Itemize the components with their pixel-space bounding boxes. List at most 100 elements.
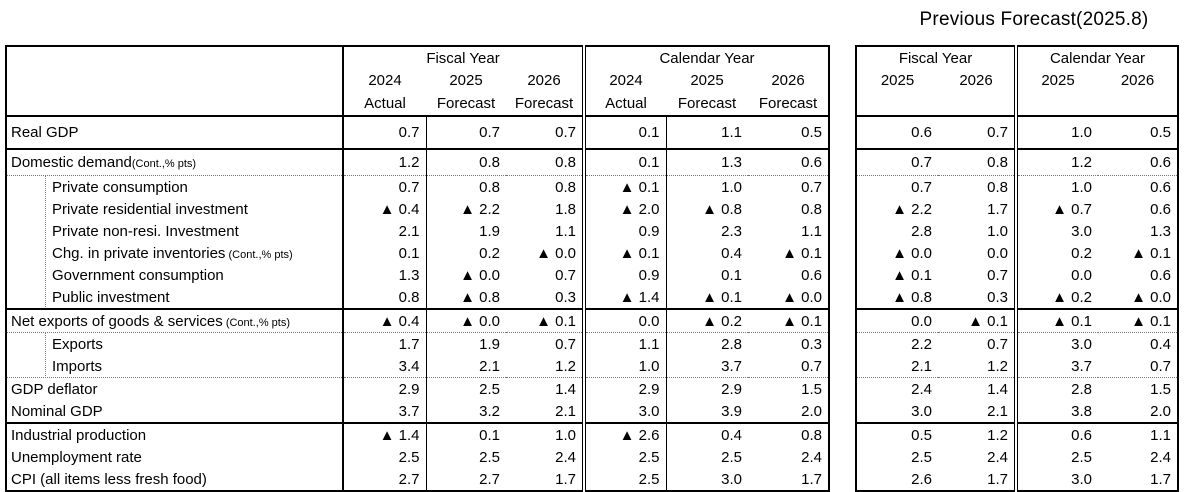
cy-value-cell: 0.0	[582, 309, 666, 333]
table-row: Private consumption 0.7 0.8 0.8 ▲ 0.1 1.0 0.7	[6, 175, 829, 198]
table-row: 2.2 0.7 3.0 0.4	[856, 332, 1178, 355]
tables-container: Fiscal Year Calendar Year 2024 2025 2026…	[5, 45, 1179, 492]
prev-cy-value-cell: 3.7	[1014, 355, 1098, 378]
row-label: GDP deflator	[6, 377, 344, 400]
cy-value-cell: 3.9	[665, 400, 748, 424]
cy-value-cell: 0.1	[665, 264, 748, 286]
row-label: Nominal GDP	[6, 400, 344, 424]
table-row: 2.5 2.4 2.5 2.4	[856, 446, 1178, 468]
prev-fy-value-cell: ▲ 0.0	[892, 244, 932, 262]
fy-value-cell: 1.7	[555, 470, 576, 488]
fy-year-header: 2025	[449, 71, 483, 89]
row-label-text: Government consumption	[52, 266, 224, 284]
prev-fy-value-cell: 2.4	[987, 448, 1008, 466]
row-label-text: Private residential investment	[52, 200, 248, 218]
fy-value-cell: 0.7	[343, 116, 426, 150]
prev-fy-value-cell: 0.7	[911, 178, 932, 196]
table-row: CPI (all items less fresh food) 2.7 2.7 1.7…	[6, 468, 829, 491]
prev-fy-value-cell: 2.6	[911, 470, 932, 488]
row-label-text: Real GDP	[11, 124, 79, 141]
table-row: ▲ 0.0 0.0 0.2 ▲ 0.1	[856, 242, 1178, 264]
table-row: Real GDP 0.7 0.7 0.7 0.1 1.1 0.5	[6, 116, 829, 150]
cy-value-cell: ▲ 0.2	[665, 309, 748, 333]
row-label-header	[6, 46, 344, 117]
cy-value-cell: 3.0	[582, 400, 666, 424]
prev-fy-value-cell: 1.7	[987, 470, 1008, 488]
prev-cy-value-cell: 0.4	[1150, 335, 1171, 353]
fy-year-header: 2024	[368, 71, 402, 89]
prev-fy-value-cell: 2.1	[938, 400, 1016, 424]
prev-cy-value-cell: ▲ 0.7	[1014, 198, 1098, 220]
prev-cy-year-header: 2026	[1120, 71, 1155, 89]
prev-cy-value-cell: 1.3	[1150, 222, 1171, 240]
prev-cy-value-cell: ▲ 0.0	[1098, 286, 1178, 310]
table-row: 2.4 1.4 2.8 1.5	[856, 377, 1178, 400]
prev-cy-value-cell: 0.6	[1014, 423, 1098, 446]
fy-value-cell: 2.7	[425, 468, 506, 491]
fy-kind-header: Forecast	[426, 91, 506, 117]
prev-fy-value-cell: 0.5	[911, 426, 932, 444]
prev-cy-value-cell: 1.2	[1014, 149, 1098, 176]
fy-value-cell: 0.8	[506, 149, 584, 176]
row-label: Real GDP	[6, 116, 344, 150]
prev-cy-value-cell: 3.0	[1014, 468, 1098, 491]
prev-fiscal-year-group-header: Fiscal Year	[898, 49, 973, 67]
previous-forecast-table: Fiscal Year Calendar Year 2025 2026 2025…	[855, 45, 1179, 492]
cy-value-cell: 0.9	[582, 220, 666, 242]
fy-value-cell: 2.7	[398, 470, 420, 488]
fy-value-cell: 0.7	[555, 266, 576, 284]
table-row: 0.5 1.2 0.6 1.1	[856, 423, 1178, 446]
row-label: Imports	[6, 355, 344, 378]
fy-value-cell: 2.5	[398, 448, 420, 466]
cy-value-cell: 0.9	[582, 264, 666, 286]
cy-value-cell: 0.4	[665, 423, 748, 446]
prev-cy-year-header: 2025	[1014, 69, 1098, 91]
row-label: Unemployment rate	[6, 446, 344, 468]
cy-value-cell: 1.0	[665, 175, 748, 198]
fy-value-cell: 0.7	[398, 178, 420, 196]
cy-value-cell: 0.1	[582, 116, 666, 150]
table-row: 2.8 1.0 3.0 1.3	[856, 220, 1178, 242]
cy-value-cell: ▲ 0.8	[665, 198, 748, 220]
prev-cy-value-cell: 0.7	[1098, 355, 1178, 378]
current-table-body: Real GDP 0.7 0.7 0.7 0.1 1.1 0.5 Domestic deman…	[6, 116, 829, 491]
table-row: Net exports of goods & services (Cont.,%…	[6, 309, 829, 333]
prev-cy-value-cell: 3.8	[1014, 400, 1098, 424]
fy-value-cell: 0.8	[425, 175, 506, 198]
cy-value-cell: ▲ 1.4	[582, 286, 666, 310]
prev-fy-value-cell: 0.7	[987, 266, 1008, 284]
cy-value-cell: 0.8	[801, 200, 822, 218]
fy-value-cell: 3.4	[343, 355, 426, 378]
table-row: Exports 1.7 1.9 0.7 1.1 2.8 0.3	[6, 332, 829, 355]
row-label-text: GDP deflator	[11, 380, 98, 398]
row-label: Chg. in private inventories (Cont.,% pts…	[6, 242, 344, 264]
calendar-year-group-header: Calendar Year	[582, 46, 829, 69]
prev-cy-value-cell: ▲ 0.2	[1014, 286, 1098, 310]
fy-kind-header: Actual	[343, 91, 426, 117]
header-spacer	[1014, 91, 1178, 117]
row-label-text: Imports	[52, 357, 103, 375]
prev-cy-value-cell: 3.0	[1014, 220, 1098, 242]
prev-fy-value-cell: 1.2	[987, 426, 1008, 444]
row-label-text: CPI (all items less fresh food)	[11, 470, 207, 488]
previous-table-body: 0.6 0.7 1.0 0.5 0.7 0.8 1.2 0.6 0.7 0.8 1.0 0.6 ▲ 2.…	[856, 116, 1178, 491]
fy-value-cell: ▲ 1.4	[379, 426, 420, 444]
previous-table-header: Fiscal Year Calendar Year 2025 2026 2025…	[856, 46, 1178, 117]
prev-cy-value-cell: 0.2	[1014, 242, 1098, 264]
table-row: 0.7 0.8 1.0 0.6	[856, 175, 1178, 198]
cy-value-cell: 1.3	[665, 149, 748, 176]
table-row: Domestic demand(Cont.,% pts) 1.2 0.8 0.8 0.1…	[6, 149, 829, 176]
row-label-text: Domestic demand	[11, 154, 132, 171]
row-label-text: Private non-resi. Investment	[52, 222, 239, 240]
cy-year-header: 2025	[690, 71, 724, 89]
fy-value-cell: ▲ 2.2	[425, 198, 506, 220]
cy-year-header: 2024	[582, 69, 666, 91]
current-forecast-table: Fiscal Year Calendar Year 2024 2025 2026…	[5, 45, 830, 492]
table-row: Imports 3.4 2.1 1.2 1.0 3.7 0.7	[6, 355, 829, 378]
row-label-text: Exports	[52, 335, 103, 353]
prev-fy-year-header: 2026	[959, 71, 993, 89]
table-row: Private residential investment ▲ 0.4 ▲ 2.2…	[6, 198, 829, 220]
prev-cy-value-cell: 0.5	[1098, 116, 1178, 150]
prev-cy-value-cell: 1.5	[1150, 380, 1171, 398]
